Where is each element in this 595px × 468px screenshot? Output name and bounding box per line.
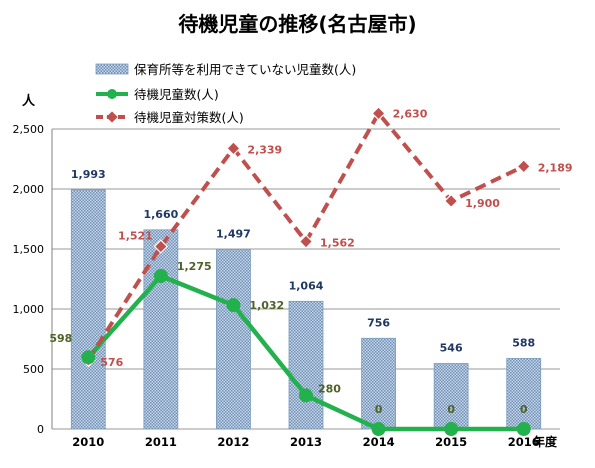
bar-series	[70, 189, 542, 430]
bar-data-label: 1,993	[71, 168, 106, 181]
x-tick-label: 2014	[363, 435, 395, 449]
bar	[506, 358, 542, 430]
waiting-data-label: 280	[318, 382, 341, 395]
y-tick-label: 0	[37, 423, 44, 436]
bar-data-label: 1,660	[143, 208, 178, 221]
waiting-point	[226, 298, 241, 313]
waiting-point	[444, 422, 459, 436]
measures-data-label: 2,630	[393, 107, 428, 120]
bar	[216, 248, 251, 430]
legend-label-measures: 待機児童対策数(人)	[134, 110, 244, 125]
y-axis-unit-label: 人	[22, 93, 36, 109]
measures-data-label: 1,900	[465, 197, 500, 210]
y-tick-label: 1,000	[13, 303, 45, 316]
measures-point	[516, 159, 531, 174]
bar	[433, 363, 469, 430]
data-labels: 1,993 1,660 1,497 1,064 756 546 588 598 1,275 1,0…	[49, 107, 572, 416]
measures-data-label: 1,562	[320, 237, 355, 250]
legend-label-waiting: 待機児童数(人)	[134, 87, 219, 102]
bar-data-label: 588	[512, 336, 535, 349]
measures-point	[298, 234, 314, 249]
waiting-data-label: 0	[375, 403, 383, 416]
bar-data-label: 1,497	[216, 227, 251, 240]
waiting-point	[371, 422, 386, 436]
waiting-point	[153, 269, 168, 283]
x-tick-label: 2010	[72, 435, 104, 449]
x-tick-label: 2015	[435, 435, 467, 449]
waiting-point	[516, 422, 531, 436]
waiting-data-label: 1,275	[177, 260, 212, 273]
axes: 0 500 1,000 1,500 2,000 2,500 2010 2011 2012 2013…	[13, 123, 540, 449]
legend-line-marker	[107, 89, 117, 99]
x-tick-label: 2013	[290, 435, 322, 449]
measures-data-label: 2,339	[247, 143, 282, 156]
y-tick-label: 500	[23, 363, 44, 376]
measures-point	[443, 193, 459, 209]
legend-label-bar: 保育所等を利用できていない児童数(人)	[134, 62, 356, 77]
waiting-data-label: 1,032	[249, 299, 284, 312]
x-tick-label: 2012	[217, 435, 249, 449]
x-axis-unit-label: 年度	[533, 434, 558, 449]
waiting-point	[81, 350, 96, 365]
y-tick-label: 2,500	[13, 123, 45, 136]
bar-data-label: 546	[440, 341, 463, 354]
bar	[288, 300, 324, 430]
bar	[361, 337, 396, 430]
measures-data-label: 2,189	[538, 161, 573, 174]
bar-data-label: 756	[367, 316, 390, 329]
y-tick-label: 1,500	[13, 243, 45, 256]
legend-dashed-marker	[106, 111, 118, 123]
bar	[70, 189, 106, 430]
measures-data-label: 576	[100, 356, 123, 369]
waiting-data-label: 0	[520, 403, 528, 416]
bar	[143, 229, 179, 430]
y-tick-label: 2,000	[13, 183, 45, 196]
legend: 保育所等を利用できていない児童数(人) 待機児童数(人) 待機児童対策数(人)	[95, 62, 356, 125]
line-series	[81, 106, 531, 436]
measures-point	[371, 106, 386, 121]
waiting-data-label: 0	[447, 403, 455, 416]
measures-point	[226, 141, 241, 156]
bar-data-label: 1,064	[289, 279, 324, 292]
measures-point	[153, 239, 169, 254]
waiting-point	[299, 388, 313, 403]
waiting-data-label: 598	[49, 332, 72, 345]
x-tick-label: 2011	[145, 435, 177, 449]
chart-title: 待機児童の推移(名古屋市)	[178, 12, 417, 36]
legend-bar-swatch	[95, 63, 129, 75]
measures-data-label: 1,521	[118, 229, 153, 242]
x-tick-label: 2016	[508, 435, 540, 449]
